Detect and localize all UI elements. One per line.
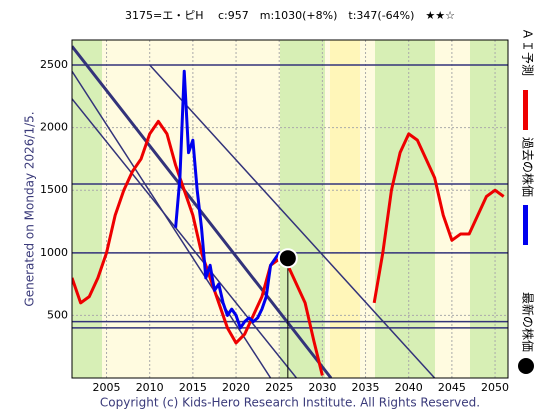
footer: Copyright (c) Kids-Hero Research Institu… — [100, 396, 480, 410]
y-tick-label: 1000 — [40, 246, 68, 259]
legend-label: 最新の株価 — [521, 292, 536, 352]
x-tick-label: 2025 — [265, 381, 293, 394]
x-tick-label: 2040 — [395, 381, 423, 394]
chart-title: 3175=エ・ピH c:957 m:1030(+8%) t:347(-64%) … — [125, 9, 455, 22]
plot-frame — [71, 39, 509, 379]
legend-swatch — [523, 90, 528, 130]
y-tick-label: 500 — [47, 308, 68, 321]
x-tick-label: 2045 — [438, 381, 466, 394]
series-line — [174, 69, 289, 330]
y-tick-label: 2500 — [40, 58, 68, 71]
legend-label: ＡＩ予測 — [521, 28, 535, 76]
x-tick-label: 2015 — [179, 381, 207, 394]
trend-line — [72, 70, 272, 378]
legend-swatch — [518, 358, 534, 374]
x-tick-label: 2050 — [481, 381, 509, 394]
y-tick-label: 2000 — [40, 121, 68, 134]
x-tick-label: 2035 — [352, 381, 380, 394]
x-tick-label: 2010 — [136, 381, 164, 394]
legend-swatch — [523, 205, 528, 245]
legend-label: 過去の株価 — [521, 137, 536, 197]
y-tick-label: 1500 — [40, 183, 68, 196]
trend-line — [72, 98, 298, 378]
trend-line — [149, 64, 436, 378]
x-tick-label: 2005 — [93, 381, 121, 394]
latest-point — [277, 248, 298, 269]
x-tick-label: 2030 — [308, 381, 336, 394]
x-tick-label: 2020 — [222, 381, 250, 394]
side-label: Generated on Monday 2026/1/5. — [23, 111, 37, 306]
